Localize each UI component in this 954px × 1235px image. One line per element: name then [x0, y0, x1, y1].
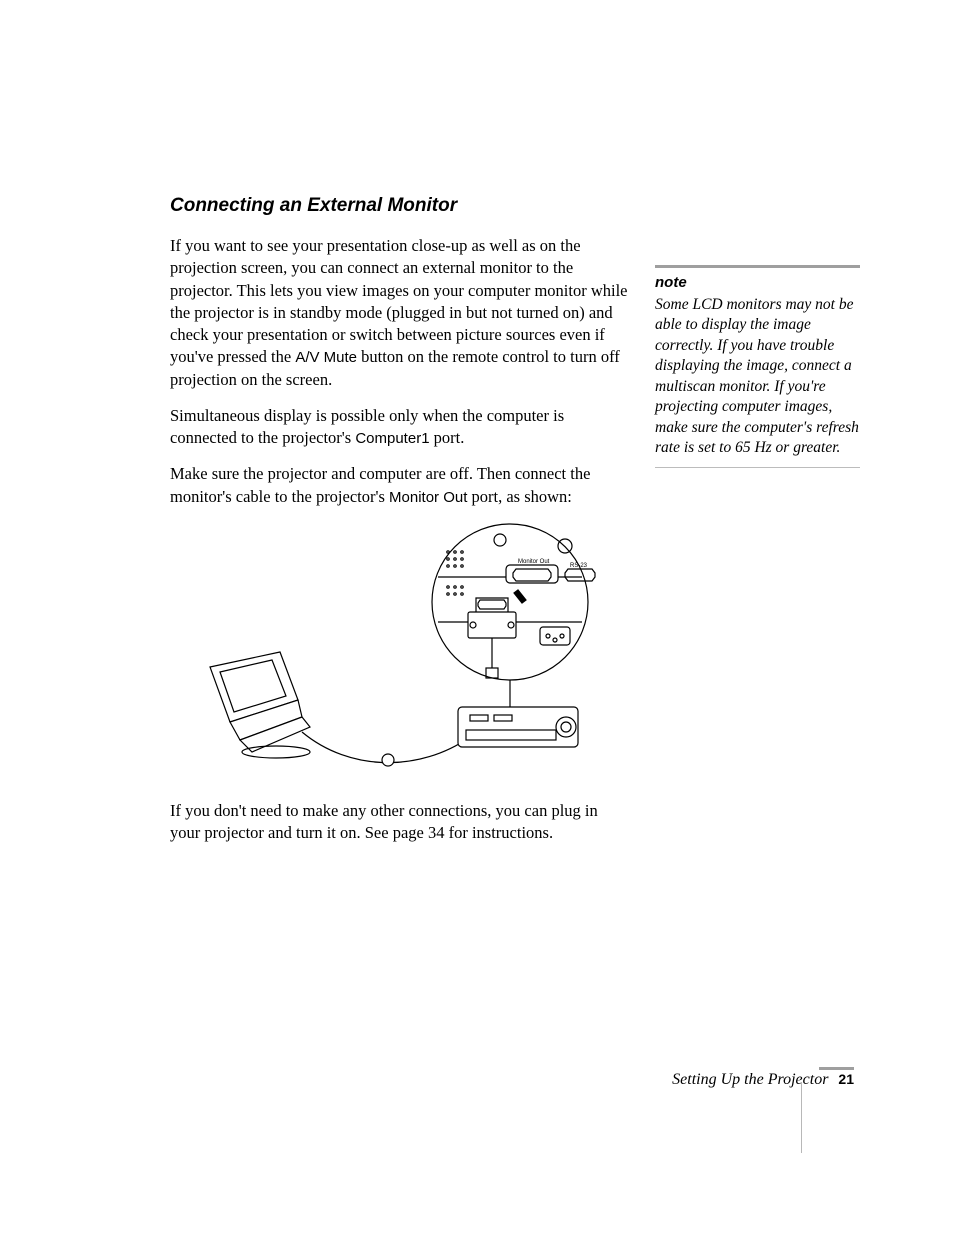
- paragraph-4: If you don't need to make any other conn…: [170, 800, 630, 845]
- footer-chapter-title: Setting Up the Projector: [672, 1071, 828, 1089]
- paragraph-3: Make sure the projector and computer are…: [170, 463, 630, 508]
- ferrite-icon: [382, 754, 394, 766]
- footer-rule: [819, 1067, 854, 1070]
- note-top-rule: [655, 265, 860, 268]
- note-heading: note: [655, 274, 860, 291]
- section-heading: Connecting an External Monitor: [170, 195, 630, 217]
- projector-icon: [458, 707, 578, 747]
- note-sidebar: note Some LCD monitors may not be able t…: [655, 265, 860, 468]
- monitor-out-port-label: Monitor Out: [389, 489, 467, 506]
- paragraph-1: If you want to see your presentation clo…: [170, 235, 630, 391]
- crt-monitor-icon: [210, 652, 310, 758]
- paragraph-2: Simultaneous display is possible only wh…: [170, 405, 630, 450]
- port-detail-icon: Monitor Out RS-23: [432, 524, 595, 680]
- rs232-text: RS-23: [570, 563, 588, 569]
- para2-text-b: port.: [430, 428, 465, 447]
- av-mute-label: A/V Mute: [295, 349, 357, 366]
- monitor-out-text: Monitor Out: [518, 559, 550, 565]
- para3-text-b: port, as shown:: [467, 487, 572, 506]
- note-body: Some LCD monitors may not be able to dis…: [655, 295, 860, 459]
- computer1-port-label: Computer1: [355, 430, 429, 447]
- connection-diagram: Monitor Out RS-23: [170, 522, 630, 782]
- note-bottom-rule: [655, 467, 860, 468]
- page-footer: Setting Up the Projector 21: [0, 1065, 954, 1235]
- footer-vertical-rule: [801, 1083, 802, 1153]
- footer-page-number: 21: [838, 1071, 854, 1087]
